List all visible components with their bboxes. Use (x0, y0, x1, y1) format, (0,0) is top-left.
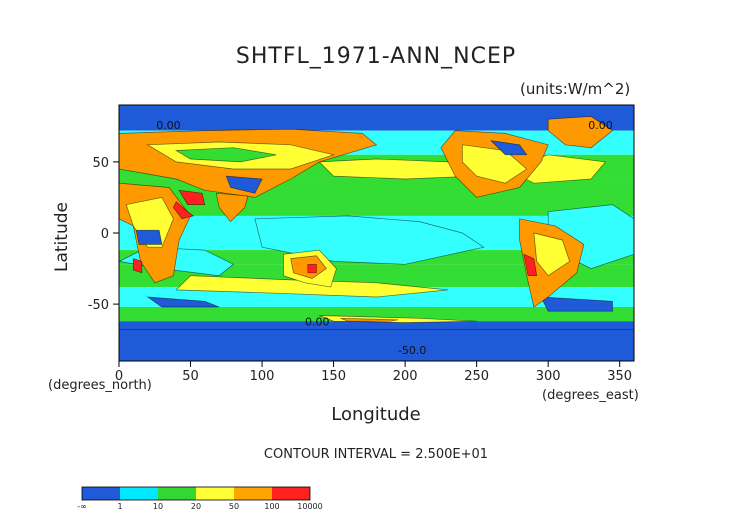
colorbar-segment (272, 487, 291, 500)
field-region (135, 229, 163, 245)
chart-title: SHTFL_1971-ANN_NCEP (235, 44, 517, 69)
colorbar-segment (196, 487, 215, 500)
colorbar: -∞ 1 10 20 50 100 10000 (77, 486, 323, 511)
contour-interval-label: CONTOUR INTERVAL = 2.500E+01 (263, 447, 489, 462)
colorbar-label: -∞ (77, 502, 87, 511)
colorbar-label: 10000 (297, 502, 322, 511)
colorbar-segment (291, 487, 310, 500)
x-tick-label: 100 (250, 369, 275, 384)
contour-label: 0.00 (305, 315, 330, 328)
colorbar-segment (82, 487, 101, 500)
x-tick-label: 200 (393, 369, 418, 384)
field-region (175, 147, 277, 163)
plot-area (119, 105, 634, 361)
colorbar-label: 100 (264, 502, 279, 511)
x-axis-units: (degrees_east) (542, 388, 639, 403)
field-region (523, 253, 538, 277)
colorbar-frame (81, 486, 311, 501)
y-axis: 50 0 -50 (88, 156, 119, 313)
x-axis: 0 50 100 150 200 250 300 350 (115, 361, 632, 384)
colorbar-label: 10 (153, 502, 163, 511)
x-tick-label: 350 (607, 369, 632, 384)
units-label: (units:W/m^2) (520, 80, 631, 98)
colorbar-segment (177, 487, 196, 500)
contour-label: 0.00 (588, 119, 613, 132)
colorbar-label: 1 (117, 502, 122, 511)
colorbar-segment (234, 487, 253, 500)
field-region (540, 296, 613, 312)
y-tick-label: 0 (101, 227, 109, 242)
contour-label: 0.00 (156, 119, 181, 132)
colorbar-segment (253, 487, 272, 500)
field-region (489, 140, 528, 156)
field-region (146, 296, 220, 308)
colorbar-label: 20 (191, 502, 201, 511)
contour-labels: 0.00 0.00 0.00 -50.0 (156, 119, 613, 357)
contour-label: -50.0 (398, 344, 426, 357)
field-region (119, 329, 634, 361)
field-region (225, 175, 263, 194)
field-region (340, 317, 399, 322)
field-band (119, 306, 634, 322)
x-tick-label: 150 (321, 369, 346, 384)
x-tick-label: 250 (464, 369, 489, 384)
field-region (178, 189, 206, 205)
field-region (215, 192, 249, 223)
colorbar-segment (139, 487, 158, 500)
field-region (547, 116, 614, 149)
x-tick-label: 50 (182, 369, 199, 384)
x-tick-label: 0 (115, 369, 123, 384)
field-region (533, 232, 571, 277)
x-axis-label: Longitude (331, 404, 421, 425)
colorbar-segment (101, 487, 120, 500)
y-axis-units: (degrees_north) (48, 378, 152, 393)
colorbar-label: 50 (229, 502, 239, 511)
colorbar-segment (158, 487, 177, 500)
field-region (132, 258, 143, 274)
field-region (125, 197, 174, 248)
colorbar-segment (215, 487, 234, 500)
field-region (307, 263, 317, 274)
field-region (172, 201, 195, 220)
y-tick-label: -50 (88, 298, 109, 313)
colorbar-segment (120, 487, 139, 500)
x-tick-label: 300 (536, 369, 561, 384)
y-tick-label: 50 (92, 156, 109, 171)
